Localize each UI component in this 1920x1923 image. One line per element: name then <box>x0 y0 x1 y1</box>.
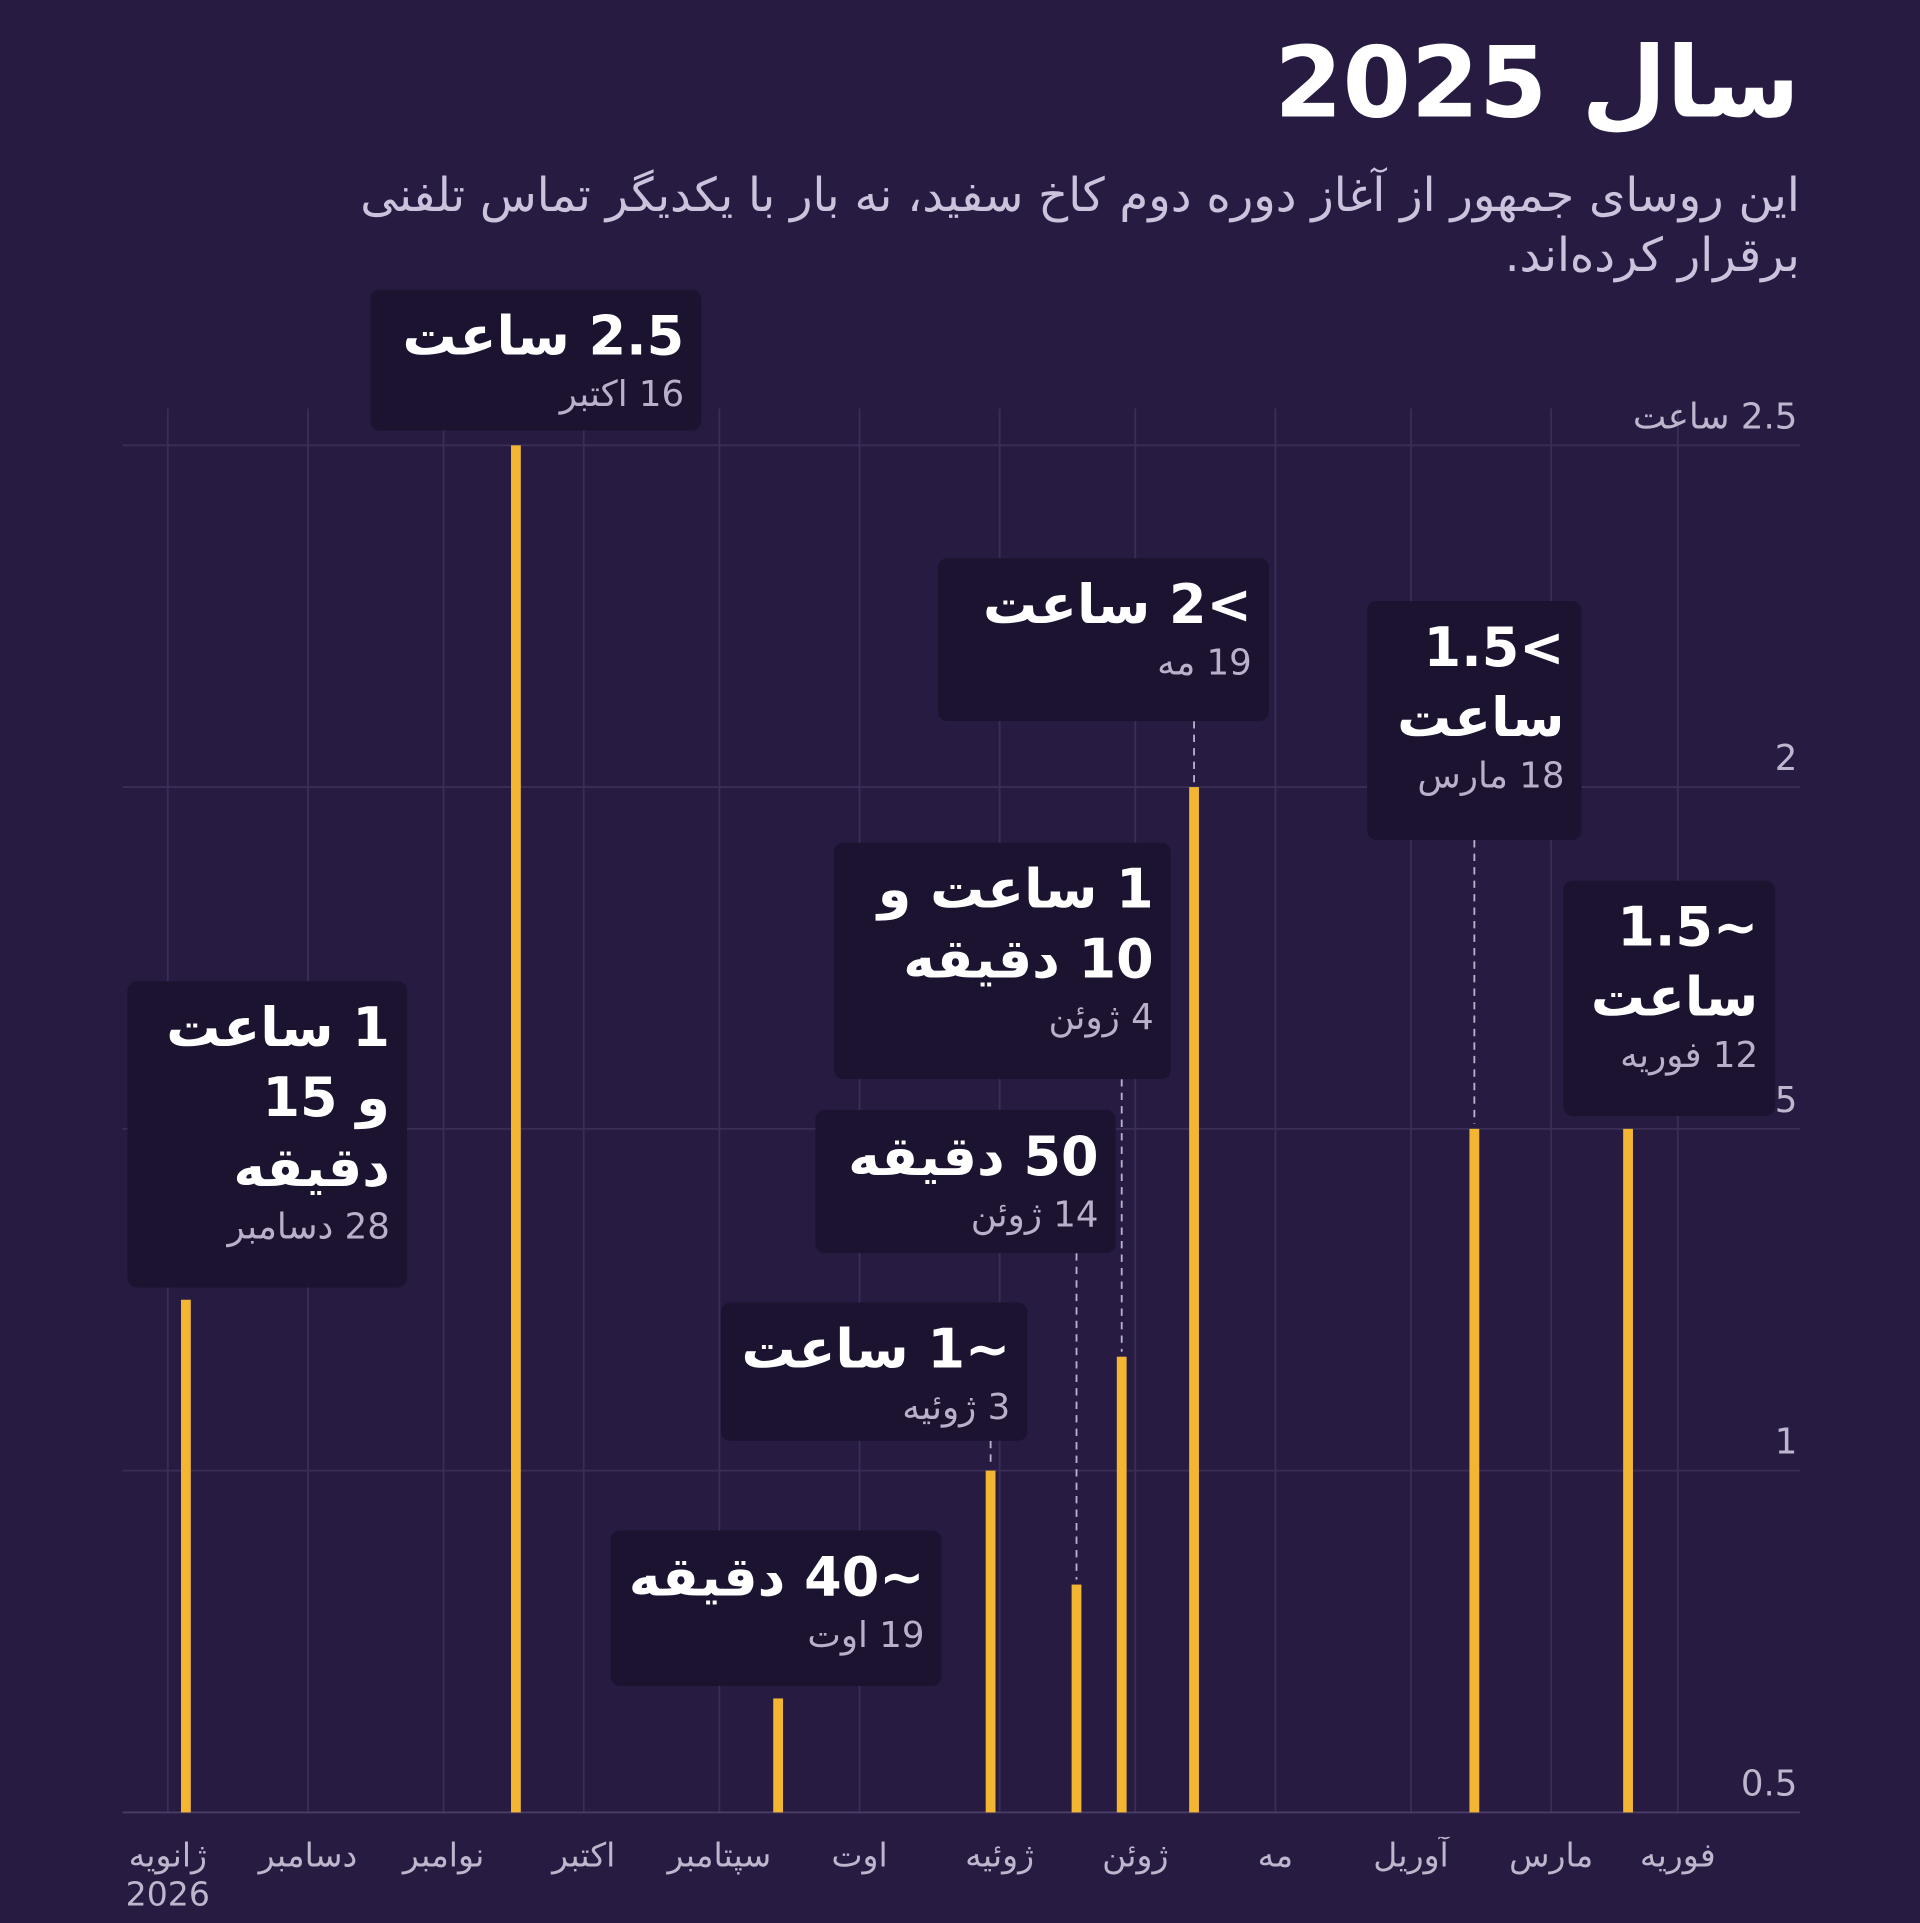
x-tick-label: اکتبر <box>552 1836 616 1875</box>
x-tick-box: ژانویه 2026 <box>125 1836 210 1915</box>
date-label: 14 ژوئن <box>970 1193 1099 1236</box>
value-label: ~1.5 ساعت <box>1590 896 1759 1030</box>
bar <box>511 445 521 1813</box>
value-label: 1 ساعت و 10 دقیقه <box>877 858 1154 992</box>
x-tick-label: دسامبر <box>258 1836 358 1875</box>
bar <box>1189 787 1199 1813</box>
value-label: ~40 دقیقه <box>628 1546 925 1609</box>
annotation: ~1.5 ساعت 12 فوریه <box>1563 880 1776 1116</box>
bar <box>1116 1356 1127 1813</box>
x-tick-label: مه <box>1257 1836 1294 1875</box>
y-tick-label: 2.5 ساعت <box>1633 396 1798 437</box>
x-tick-box: مارس <box>1509 1836 1594 1875</box>
x-tick-box: آوریل <box>1373 1836 1449 1875</box>
chart-subtitle: این روسای جمهور از آغاز دوره دوم کاخ سفی… <box>360 168 1800 283</box>
x-tick-box: اکتبر <box>552 1836 616 1875</box>
bar <box>1623 1128 1633 1813</box>
x-tick-box: سپتامبر <box>667 1836 772 1875</box>
x-tick-label: اوت <box>831 1836 888 1875</box>
value-label: >1.5 ساعت <box>1397 616 1565 750</box>
y-tick-label: 1 <box>1775 1422 1798 1463</box>
x-tick-box: نوامبر <box>402 1836 485 1875</box>
bar <box>1071 1584 1082 1813</box>
date-label: 12 فوریه <box>1620 1034 1759 1076</box>
x-tick-label: مارس <box>1509 1836 1594 1875</box>
x-tick-box: فوریه <box>1639 1836 1716 1875</box>
annotation: ~40 دقیقه 19 اوت <box>610 1530 942 1687</box>
annotation: ~1 ساعت 3 ژوئیه <box>720 1302 1028 1441</box>
bar <box>985 1470 996 1813</box>
bar <box>773 1698 784 1813</box>
bar <box>180 1299 191 1813</box>
x-tick-box: اوت <box>831 1836 888 1875</box>
value-label: 50 دقیقه <box>848 1125 1099 1189</box>
x-tick-label: ژوئیه <box>965 1836 1035 1875</box>
annotation: 2.5 ساعت 16 اکتبر <box>370 289 702 431</box>
x-tick-label: ژانویه 2026 <box>125 1836 210 1915</box>
annotation: 1 ساعت و 15 دقیقه 28 دسامبر <box>127 981 408 1288</box>
date-label: 19 اوت <box>807 1613 925 1656</box>
value-label: ~1 ساعت <box>741 1318 1011 1381</box>
date-label: 28 دسامبر <box>227 1204 390 1247</box>
annotation: 50 دقیقه 14 ژوئن <box>815 1109 1116 1254</box>
subtitle-box: این روسای جمهور از آغاز دوره دوم کاخ سفی… <box>360 168 1800 283</box>
x-tick-box: ژوئن <box>1102 1836 1169 1875</box>
annotation: >2 ساعت 19 مه <box>937 558 1269 722</box>
x-tick-label: فوریه <box>1639 1836 1716 1875</box>
x-tick-box: دسامبر <box>258 1836 358 1875</box>
date-label: 19 مه <box>1157 641 1252 684</box>
annotation: >1.5 ساعت 18 مارس <box>1367 601 1582 841</box>
value-label: >2 ساعت <box>982 574 1252 637</box>
date-label: 18 مارس <box>1417 754 1565 797</box>
x-tick-box: ژوئیه <box>965 1836 1035 1875</box>
annotation: 1 ساعت و 10 دقیقه 4 ژوئن <box>833 842 1171 1080</box>
date-label: 16 اکتبر <box>559 373 685 415</box>
x-tick-box: مه <box>1257 1836 1294 1875</box>
value-label: 2.5 ساعت <box>402 305 685 369</box>
marks <box>180 445 1633 1813</box>
chart-title: سال 2025 <box>1274 27 1800 141</box>
date-label: 4 ژوئن <box>1048 996 1154 1038</box>
date-label: 3 ژوئیه <box>902 1385 1011 1428</box>
x-tick-label: ژوئن <box>1102 1836 1169 1875</box>
x-tick-label: سپتامبر <box>667 1836 772 1875</box>
y-tick-label: 2 <box>1775 738 1798 779</box>
x-tick-label: نوامبر <box>402 1836 485 1875</box>
x-tick-label: آوریل <box>1373 1836 1449 1875</box>
bar <box>1469 1128 1480 1813</box>
y-tick-label: 0.5 <box>1741 1763 1798 1804</box>
value-label: 1 ساعت و 15 دقیقه <box>166 997 390 1200</box>
